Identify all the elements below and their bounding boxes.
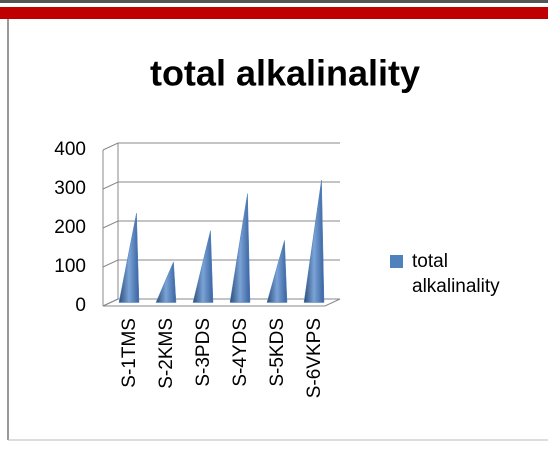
x-tick-label: S-5KDS <box>267 318 288 387</box>
cone <box>303 180 325 303</box>
cone <box>229 193 251 303</box>
y-tick-label: 300 <box>54 178 86 199</box>
y-tick-label: 100 <box>54 256 86 277</box>
x-tick-label: S-1TMS <box>119 318 140 388</box>
y-tick-label: 200 <box>54 217 86 238</box>
grid-line <box>102 181 340 190</box>
legend-swatch <box>390 255 403 268</box>
x-tick-label: S-2KMS <box>156 318 177 389</box>
cone <box>192 230 214 303</box>
grid-line <box>102 220 340 229</box>
legend-label: total alkalinality <box>412 251 500 297</box>
grid-line <box>102 142 340 151</box>
cone <box>118 213 140 303</box>
x-tick-label: S-3PDS <box>193 318 214 387</box>
grid-line <box>102 298 340 307</box>
y-tick-label: 400 <box>54 139 86 160</box>
grid-line <box>102 259 340 268</box>
chart-title: total alkalinality <box>150 53 420 94</box>
y-tick-label: 0 <box>75 295 86 316</box>
cone <box>155 261 177 303</box>
header-bar <box>0 7 548 19</box>
cone <box>266 240 288 303</box>
x-tick-label: S-6VKPS <box>304 318 325 398</box>
x-tick-label: S-4YDS <box>230 318 251 387</box>
top-edge <box>0 0 548 3</box>
